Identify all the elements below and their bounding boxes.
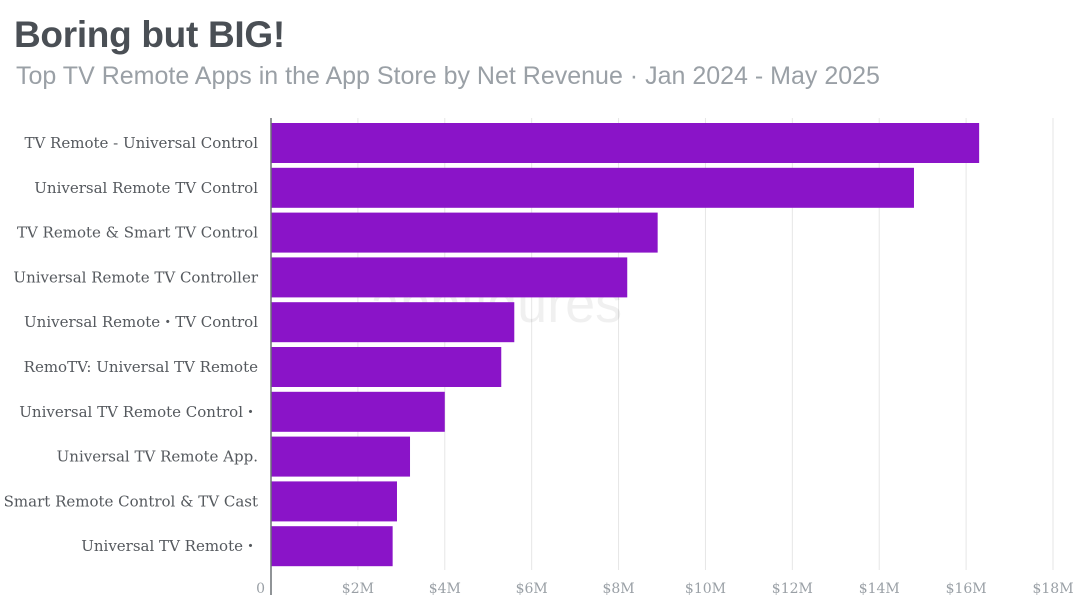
category-label: Universal Remote TV Control xyxy=(34,179,258,197)
x-tick-label: $12M xyxy=(772,581,813,597)
x-tick-label: $18M xyxy=(1032,581,1073,597)
bar xyxy=(271,167,914,208)
bar xyxy=(271,302,515,343)
category-label: RemoTV: Universal TV Remote xyxy=(24,358,258,376)
category-label: Universal Remote TV Controller xyxy=(13,268,258,286)
x-tick-label: 0 xyxy=(256,581,265,597)
category-label: Universal Remote・TV Control xyxy=(24,313,258,331)
category-label: Universal TV Remote Control・ xyxy=(19,403,258,421)
bar xyxy=(271,436,411,477)
bar xyxy=(271,212,658,253)
x-tick-label: $10M xyxy=(685,581,726,597)
bar xyxy=(271,257,628,298)
category-label: TV Remote & Smart TV Control xyxy=(17,224,258,242)
chart-subtitle: Top TV Remote Apps in the App Store by N… xyxy=(16,62,880,90)
x-tick-label: $8M xyxy=(602,581,634,597)
category-labels: TV Remote - Universal Control Universal R… xyxy=(4,134,259,555)
x-tick-label: $6M xyxy=(516,581,548,597)
bar xyxy=(271,123,980,163)
bar xyxy=(271,481,397,522)
category-label: Universal TV Remote App. xyxy=(57,448,258,466)
x-tick-label: $2M xyxy=(342,581,374,597)
x-tick-labels: 0 $2M $4M $6M $8M $10M $12M $14M $16M $18M xyxy=(256,581,1073,597)
bars xyxy=(271,123,980,567)
chart-title: Boring but BIG! xyxy=(14,14,285,55)
category-label: Universal TV Remote・ xyxy=(81,537,258,555)
bar xyxy=(271,347,502,387)
x-tick-label: $14M xyxy=(859,581,900,597)
x-tick-label: $16M xyxy=(946,581,987,597)
category-label: TV Remote - Universal Control xyxy=(24,134,258,152)
bar xyxy=(271,526,393,567)
category-label: Smart Remote Control & TV Cast xyxy=(4,492,258,510)
x-tick-label: $4M xyxy=(429,581,461,597)
bar xyxy=(271,391,445,432)
